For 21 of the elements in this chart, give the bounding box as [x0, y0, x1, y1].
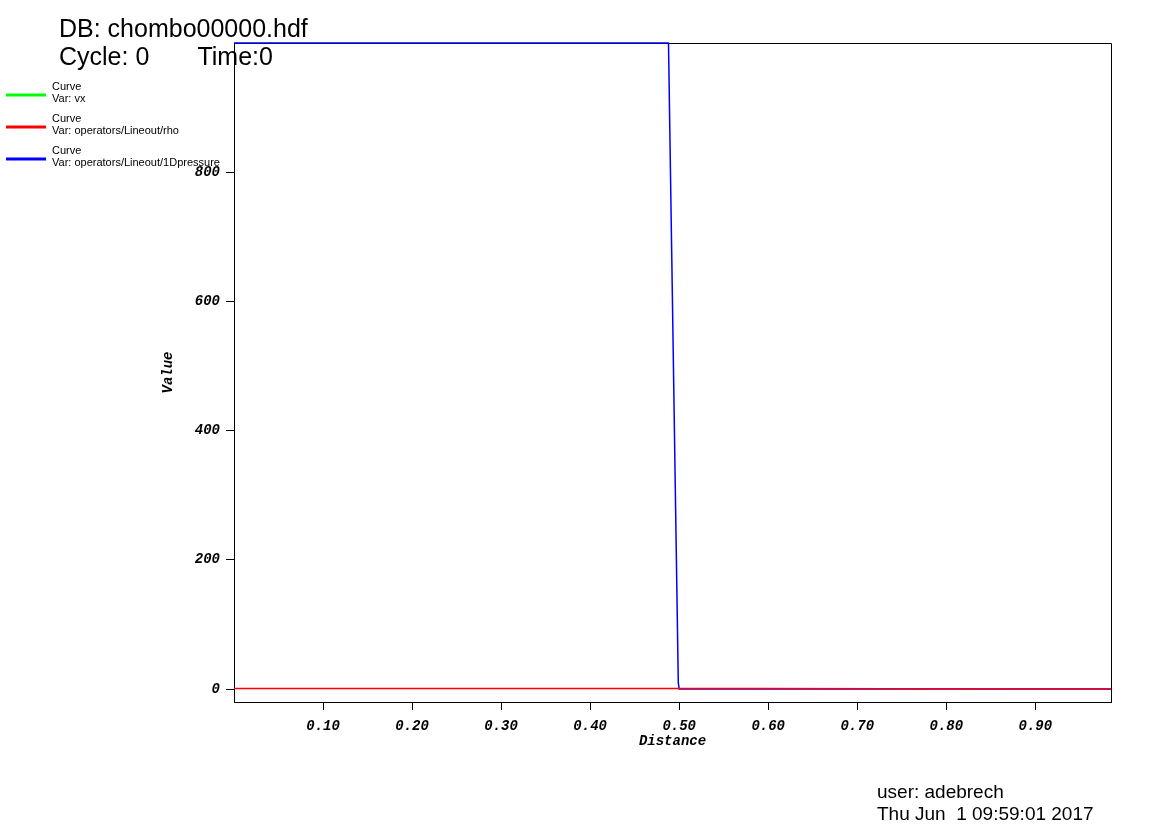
x-tick-label: 0.50: [662, 717, 696, 734]
y-tick-label: 600: [194, 292, 220, 309]
y-tick-label: 400: [194, 422, 220, 439]
x-tick-label: 0.70: [840, 717, 875, 734]
x-tick-label: 0.10: [306, 717, 340, 734]
x-tick-label: 0.30: [484, 717, 518, 734]
x-tick-label: 0.20: [395, 717, 429, 734]
legend-label: Curve Var: operators/Lineout/rho: [52, 112, 179, 136]
text: Thu Jun 1 09:59:01 2017: [877, 803, 1094, 825]
y-tick-label: 0: [211, 680, 220, 697]
text: user: adebrech: [877, 781, 1005, 803]
x-tick-label: 0.40: [573, 717, 607, 734]
y-tick-label: 200: [194, 551, 220, 568]
x-tick-label: 0.60: [751, 717, 786, 734]
x-tick-label: 0.90: [1018, 717, 1053, 734]
x-axis-title: Distance: [638, 733, 707, 750]
chart-title: DB: chombo00000.hdf: [59, 14, 308, 42]
y-axis-title: Value: [159, 351, 176, 394]
legend-label: Curve Var: operators/Lineout/1Dpressure: [52, 144, 220, 168]
legend-label: Curve Var: vx: [52, 80, 86, 104]
x-tick-label: 0.80: [929, 717, 964, 734]
